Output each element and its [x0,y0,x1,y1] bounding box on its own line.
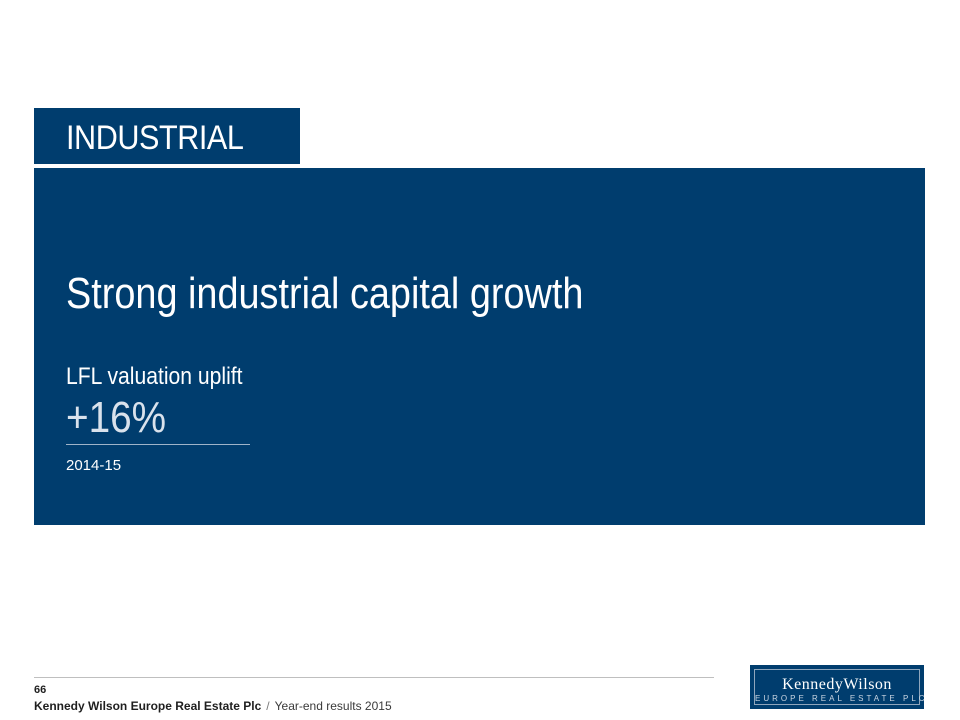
logo-frame: KennedyWilson EUROPE REAL ESTATE PLC [754,669,928,705]
company-logo: KennedyWilson EUROPE REAL ESTATE PLC [750,665,928,709]
metric-value: +16% [66,393,167,442]
page-number: 66 [34,684,47,696]
metric-divider [66,444,250,445]
highlight-panel: Strong industrial capital growth LFL val… [34,168,925,525]
footer-document: Year-end results 2015 [274,699,392,713]
section-label: INDUSTRIAL [66,119,244,157]
headline: Strong industrial capital growth [66,269,584,318]
metric-label: LFL valuation uplift [66,363,243,390]
footer-company: Kennedy Wilson Europe Real Estate Plc [34,699,262,713]
section-tab: INDUSTRIAL [34,108,300,164]
logo-subtitle: EUROPE REAL ESTATE PLC [755,694,928,703]
metric-period: 2014-15 [66,457,122,474]
footer-text: Kennedy Wilson Europe Real Estate Plc / Ye… [34,699,392,714]
footer-separator: / [266,699,270,713]
logo-name: KennedyWilson [782,676,892,693]
footer-divider [34,677,714,678]
